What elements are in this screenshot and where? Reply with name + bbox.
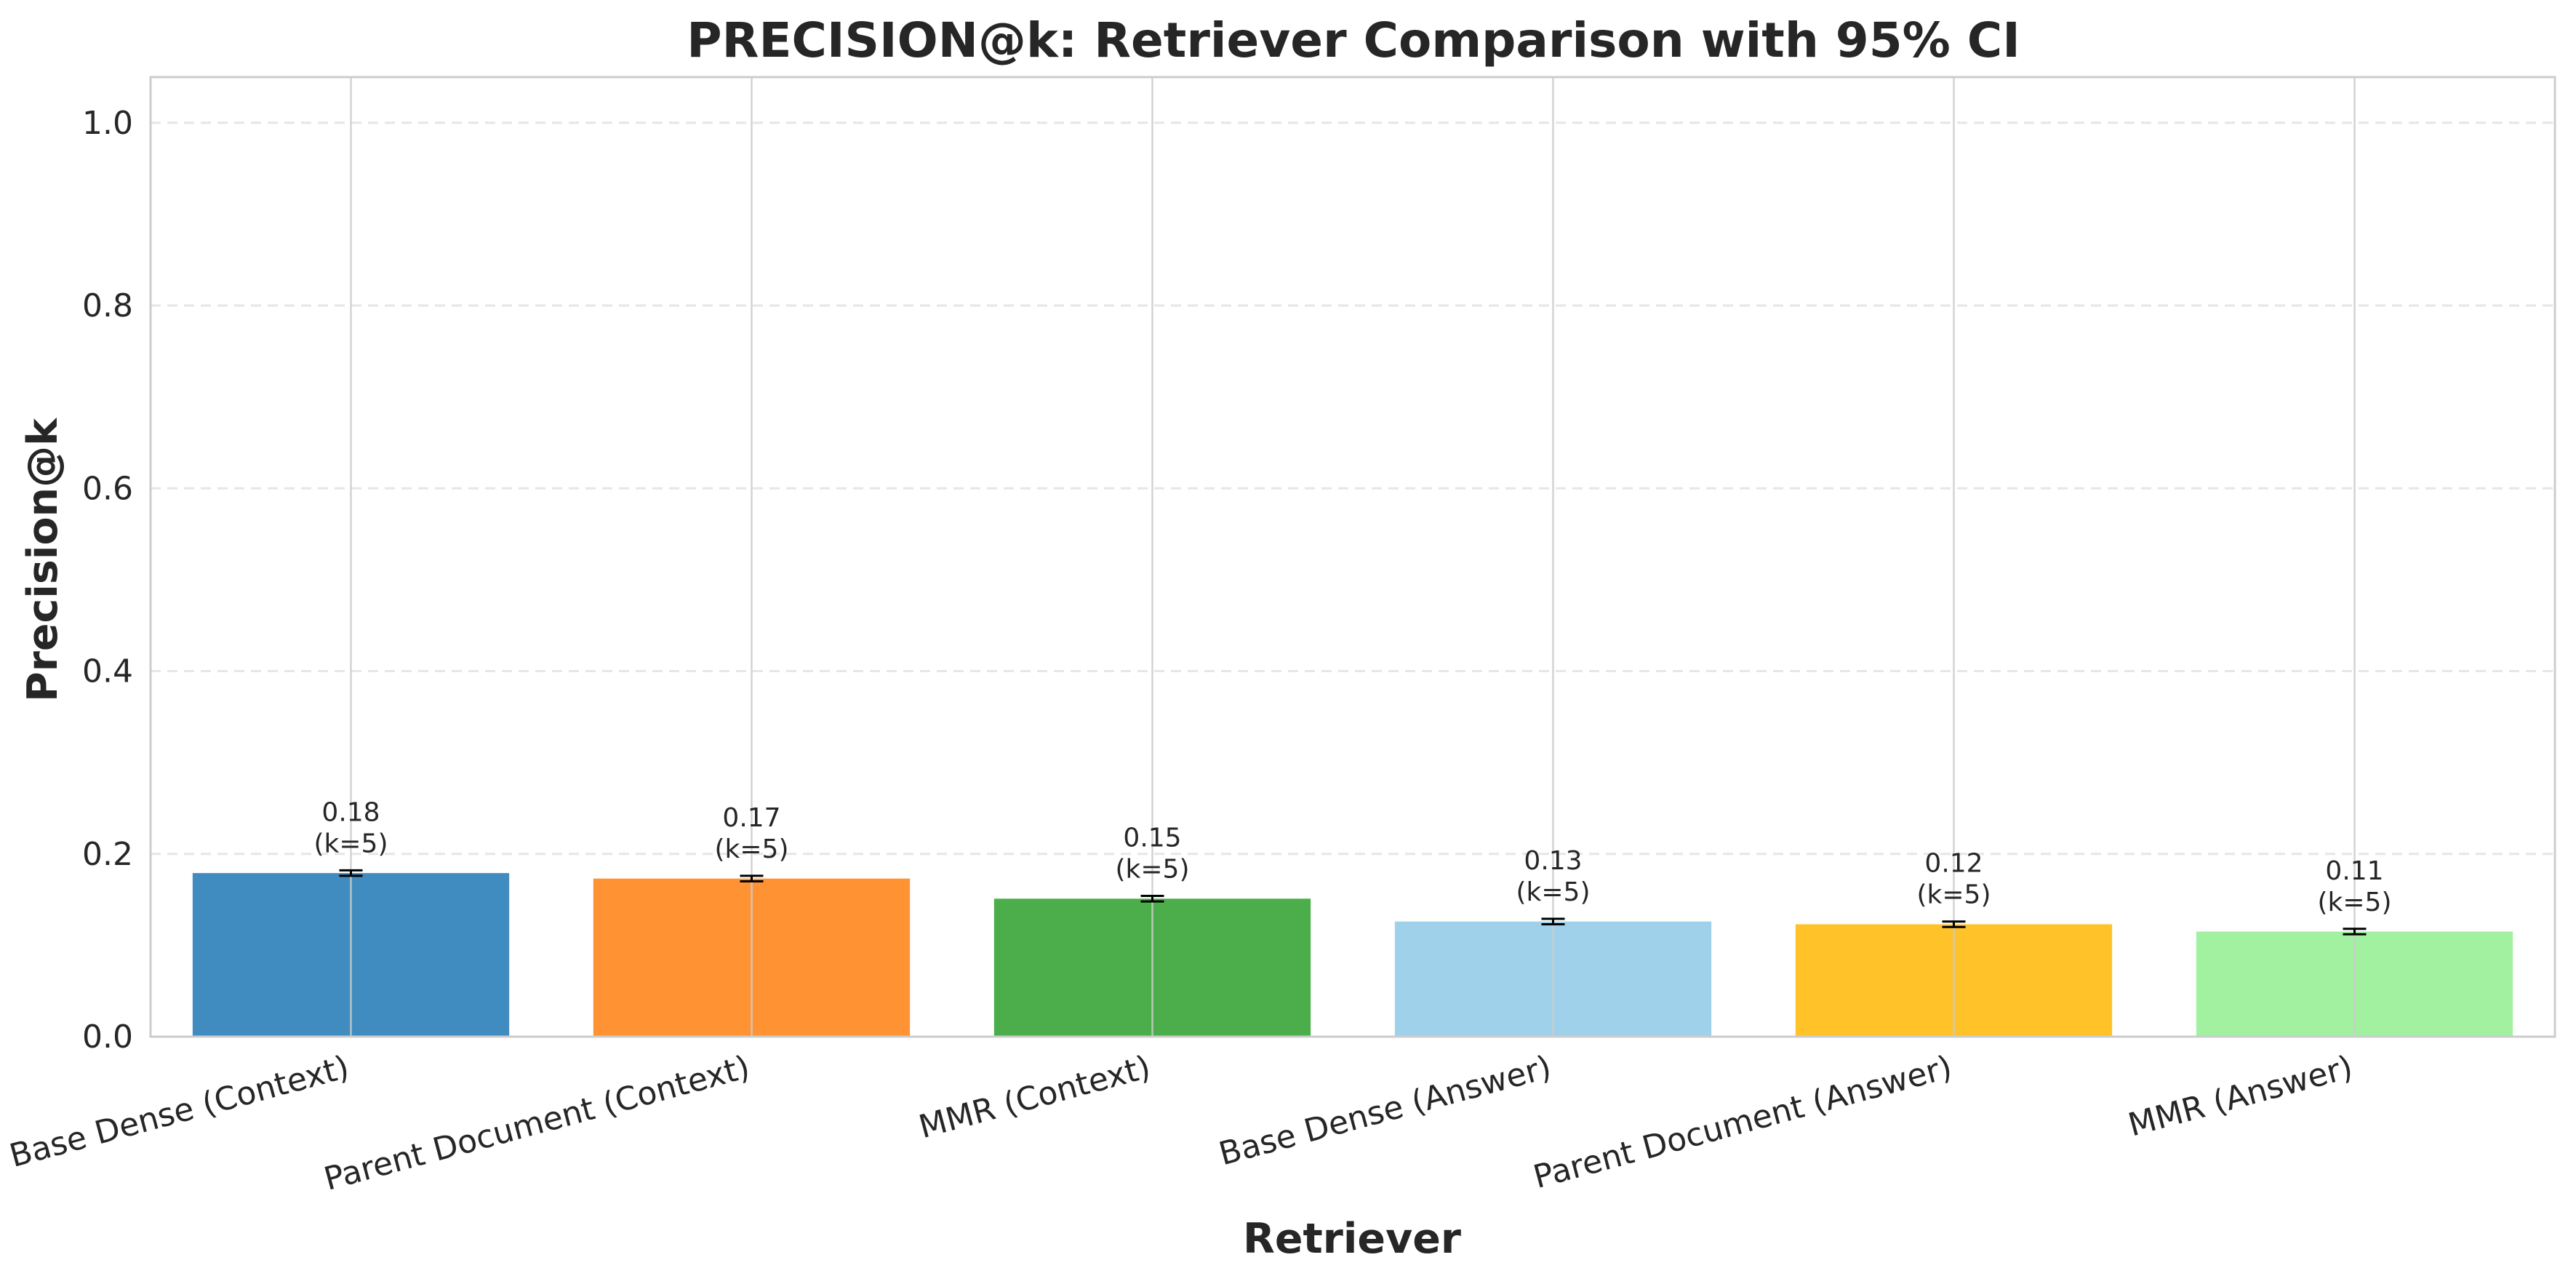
value-label: 0.18 xyxy=(321,797,380,827)
y-tick-labels: 0.0 0.2 0.4 0.6 0.8 1.0 xyxy=(82,105,133,1056)
y-tick-label: 1.0 xyxy=(82,105,133,142)
k-label: (k=5) xyxy=(2317,888,2391,917)
y-tick-label: 0.8 xyxy=(82,287,133,324)
error-bars xyxy=(339,869,2367,936)
y-tick-label: 0.6 xyxy=(82,470,133,507)
x-axis-label: Retriever xyxy=(1243,1215,1461,1263)
k-label: (k=5) xyxy=(1516,877,1590,907)
chart-title: PRECISION@k: Retriever Comparison with 9… xyxy=(687,12,2020,68)
plot-area-frame xyxy=(149,76,2556,1038)
y-tick-label: 0.4 xyxy=(82,653,133,690)
y-tick-label: 0.0 xyxy=(82,1018,133,1056)
k-label: (k=5) xyxy=(1916,880,1991,910)
y-tick-label: 0.2 xyxy=(82,836,133,873)
data-labels: 0.18(k=5)0.17(k=5) 0.15(k=5) 0.13(k=5)0.12… xyxy=(313,797,2391,917)
value-label: 0.15 xyxy=(1123,824,1181,853)
value-label: 0.11 xyxy=(2325,856,2383,886)
k-label: (k=5) xyxy=(714,834,788,864)
k-label: (k=5) xyxy=(313,829,388,858)
value-label: 0.12 xyxy=(1924,849,1983,879)
k-label: (k=5) xyxy=(1115,855,1189,885)
value-label: 0.17 xyxy=(722,803,780,833)
value-label: 0.13 xyxy=(1524,846,1582,876)
y-axis-label: Precision@k xyxy=(19,418,67,702)
